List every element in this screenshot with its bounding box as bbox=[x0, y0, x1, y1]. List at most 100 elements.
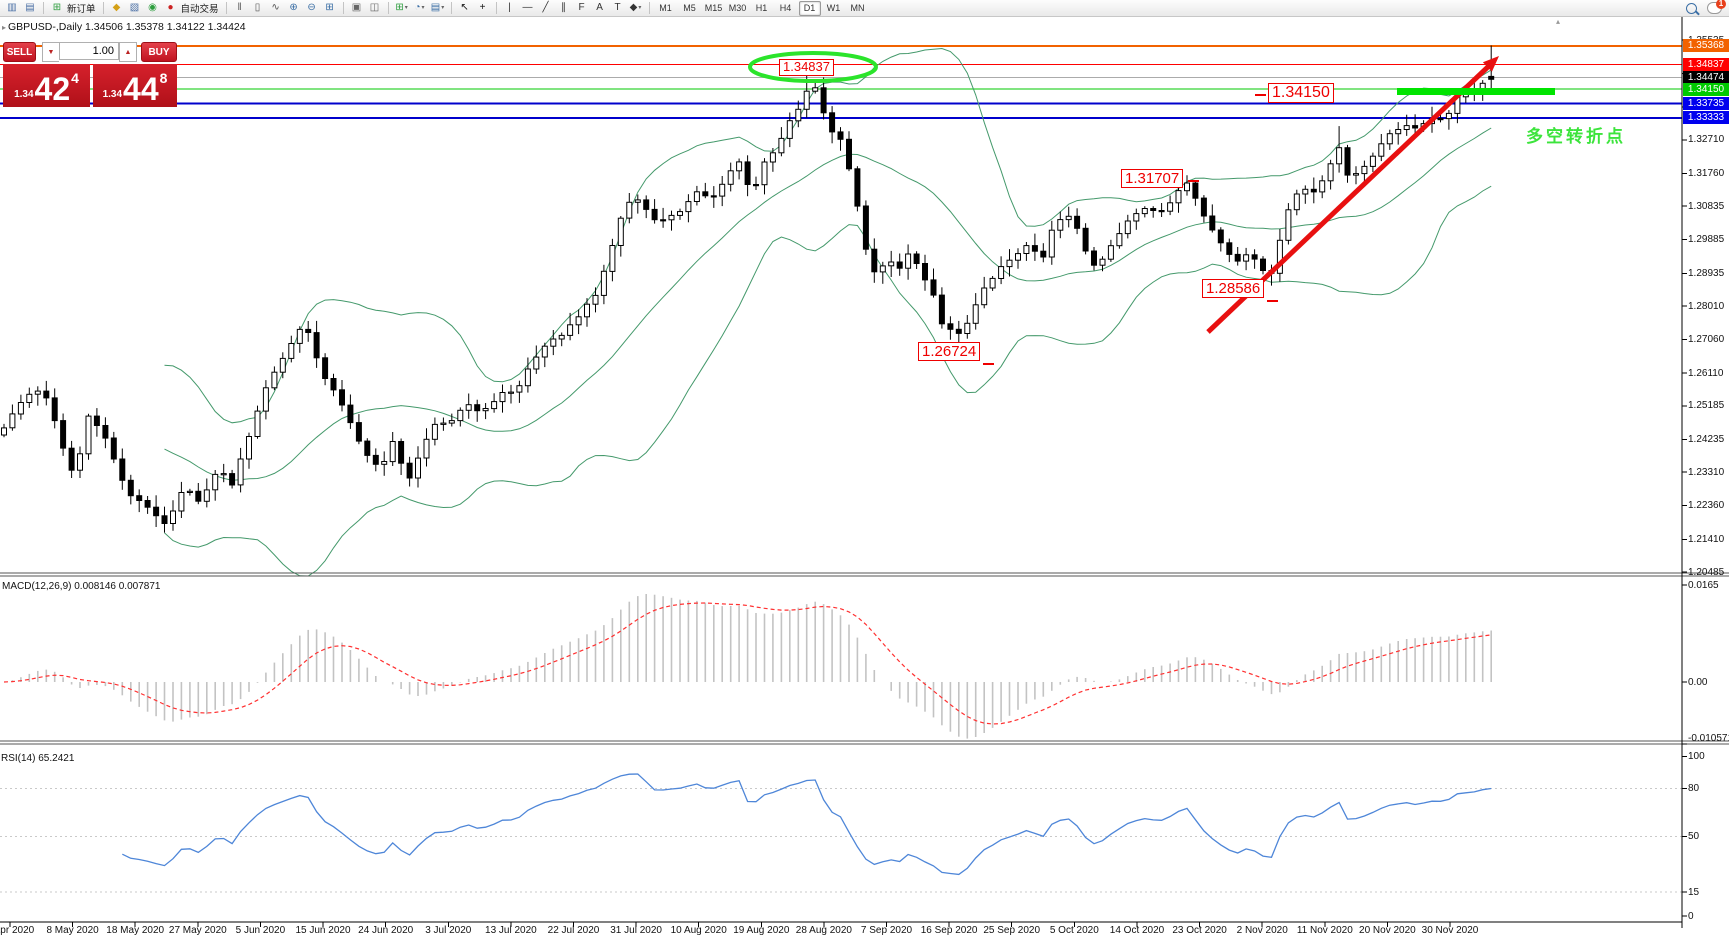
sell-price-pip: 4 bbox=[71, 70, 79, 86]
macd-label: MACD(12,26,9) 0.008146 0.007871 bbox=[2, 581, 161, 592]
date-axis-label: 27 May 2020 bbox=[168, 925, 227, 936]
new-order-label[interactable]: 新订单 bbox=[67, 4, 96, 15]
tile-windows-icon[interactable]: ⊞ bbox=[325, 2, 334, 13]
price-annotation-box[interactable]: 1.34837 bbox=[779, 59, 834, 76]
macd-axis-tick: 0.00 bbox=[1688, 676, 1708, 688]
price-annotation-box[interactable]: 1.31707 bbox=[1121, 169, 1184, 189]
price-axis-tick: 1.25185 bbox=[1688, 400, 1725, 412]
price-axis-tick: 1.30835 bbox=[1688, 200, 1725, 212]
date-axis-label: 19 Aug 2020 bbox=[733, 925, 790, 936]
date-axis-label: 15 Jun 2020 bbox=[295, 925, 351, 936]
new-order-icon[interactable]: ⊞ bbox=[52, 2, 62, 13]
autotrading-label[interactable]: 自动交易 bbox=[180, 4, 219, 15]
toolbar-separator bbox=[225, 2, 227, 14]
price-level-badge[interactable]: 1.35368 bbox=[1683, 39, 1729, 53]
cn-annotation-text[interactable]: 多空转折点 bbox=[1526, 127, 1626, 146]
volume-increase-button[interactable]: ▲ bbox=[119, 42, 137, 62]
date-axis-label: 31 Jul 2020 bbox=[610, 925, 662, 936]
toolbar-separator bbox=[342, 2, 344, 14]
price-axis-tick: 1.28935 bbox=[1688, 267, 1725, 279]
sell-price-prefix: 1.34 bbox=[14, 89, 34, 100]
arrows-icon[interactable]: ◆ ▾ bbox=[629, 2, 642, 13]
toolbar-separator bbox=[43, 2, 44, 14]
rsi-label: RSI(14) 65.2421 bbox=[1, 753, 75, 764]
timeframe-button-h4[interactable]: H4 bbox=[779, 3, 792, 13]
crosshair-icon[interactable]: + bbox=[479, 2, 486, 13]
date-axis-label: 20 Nov 2020 bbox=[1359, 925, 1416, 936]
timeframe-button-mn[interactable]: MN bbox=[850, 3, 865, 13]
price-axis-tick: 1.27060 bbox=[1688, 334, 1725, 346]
candlestick-icon[interactable]: ▯ bbox=[254, 2, 261, 13]
autotrading-icon[interactable]: ● bbox=[167, 2, 174, 13]
arrange-icon[interactable]: ◫ bbox=[369, 2, 380, 13]
buy-price-prefix: 1.34 bbox=[102, 89, 123, 100]
toolbar-separator bbox=[495, 2, 497, 14]
timeframe-button-h1[interactable]: H1 bbox=[755, 3, 768, 13]
zoom-in-icon[interactable]: ⊕ bbox=[289, 2, 298, 13]
line-chart-icon[interactable]: ∿ bbox=[271, 2, 280, 13]
price-level-badge[interactable]: 1.34474 bbox=[1683, 71, 1729, 84]
timeframe-button-m5[interactable]: M5 bbox=[683, 3, 696, 13]
metaeditor-icon[interactable]: ▧ bbox=[129, 2, 140, 13]
price-axis-tick: 1.21410 bbox=[1688, 533, 1725, 545]
cursor-icon[interactable]: ↖ bbox=[460, 2, 469, 13]
timeframe-button-m15[interactable]: M15 bbox=[704, 3, 723, 13]
toolbar-separator bbox=[102, 2, 104, 14]
price-axis-tick: 1.24235 bbox=[1688, 434, 1725, 445]
price-axis-tick: 1.26110 bbox=[1688, 367, 1724, 379]
sell-price-big: 42 bbox=[34, 71, 71, 107]
new-chart-icon[interactable]: ⊞ ▾ bbox=[395, 2, 408, 13]
search-icon[interactable] bbox=[1686, 2, 1697, 14]
toolbar-separator bbox=[387, 2, 389, 14]
period-icon[interactable]: ◔ ▾ bbox=[414, 2, 425, 13]
price-axis-tick: 1.31760 bbox=[1688, 167, 1725, 179]
trendline-icon[interactable]: ╱ bbox=[542, 2, 549, 13]
buy-button[interactable]: BUY bbox=[141, 42, 177, 62]
chart-window-icon[interactable]: ▥ bbox=[7, 2, 17, 13]
price-level-badge[interactable]: 1.33333 bbox=[1683, 111, 1729, 125]
price-level-badge[interactable]: 1.34150 bbox=[1683, 82, 1729, 96]
channel-icon[interactable]: ∥ bbox=[561, 2, 567, 13]
volume-decrease-button[interactable]: ▼ bbox=[42, 42, 59, 62]
date-axis-label: 11 Nov 2020 bbox=[1296, 925, 1353, 936]
zoom-out-icon[interactable]: ⊖ bbox=[307, 2, 316, 13]
signals-icon[interactable]: ◉ bbox=[148, 2, 157, 13]
indicators-icon[interactable]: ◆ bbox=[112, 2, 121, 13]
volume-input[interactable] bbox=[59, 42, 119, 60]
market-watch-icon[interactable]: ▤ bbox=[25, 2, 35, 13]
bar-chart-icon[interactable]: ‖ bbox=[237, 2, 242, 13]
horizontal-line-icon[interactable]: — bbox=[522, 2, 533, 13]
template-icon[interactable]: ▤ ▾ bbox=[430, 2, 445, 13]
rsi-axis-tick: 15 bbox=[1688, 886, 1700, 898]
timeframe-button-w1[interactable]: W1 bbox=[826, 3, 841, 13]
price-axis-tick: 1.23310 bbox=[1688, 466, 1725, 478]
scroll-end-marker-icon[interactable]: ▴ bbox=[1556, 17, 1561, 26]
timeframe-button-d1[interactable]: D1 bbox=[798, 0, 821, 16]
annotation-pointer bbox=[982, 363, 994, 365]
price-annotation-box[interactable]: 1.28586 bbox=[1202, 279, 1265, 299]
vertical-line-icon[interactable]: | bbox=[508, 2, 511, 13]
notifications-icon[interactable]: 1 bbox=[1707, 0, 1726, 14]
fibonacci-icon[interactable]: F bbox=[578, 2, 585, 13]
date-axis-label: 24 Jun 2020 bbox=[358, 925, 414, 936]
text-label-icon[interactable]: T bbox=[614, 2, 621, 13]
collapse-arrow-icon[interactable]: ▸ bbox=[2, 23, 7, 32]
price-annotation-box[interactable]: 1.34150 bbox=[1268, 83, 1334, 104]
symbol-ohlc-line: ▸ GBPUSD-,Daily 1.34506 1.35378 1.34122 1… bbox=[2, 21, 246, 33]
price-annotation-box[interactable]: 1.26724 bbox=[918, 342, 981, 362]
text-icon[interactable]: A bbox=[596, 2, 603, 13]
timeframe-button-m1[interactable]: M1 bbox=[659, 3, 672, 13]
toolbar-separator bbox=[450, 2, 452, 14]
sell-price-display[interactable]: 1.34 42 4 bbox=[3, 64, 90, 107]
sell-button[interactable]: SELL bbox=[3, 42, 36, 62]
chevron-down-icon: ▾ bbox=[638, 5, 642, 11]
timeframe-button-m30[interactable]: M30 bbox=[728, 3, 747, 13]
price-level-badge[interactable]: 1.34837 bbox=[1683, 58, 1729, 72]
cascade-icon[interactable]: ▣ bbox=[351, 2, 362, 13]
date-axis-label: 28 Aug 2020 bbox=[795, 925, 852, 936]
toolbar-separator bbox=[648, 2, 650, 14]
buy-price-display[interactable]: 1.34 44 8 bbox=[93, 64, 177, 107]
price-level-badge[interactable]: 1.33735 bbox=[1683, 97, 1729, 111]
